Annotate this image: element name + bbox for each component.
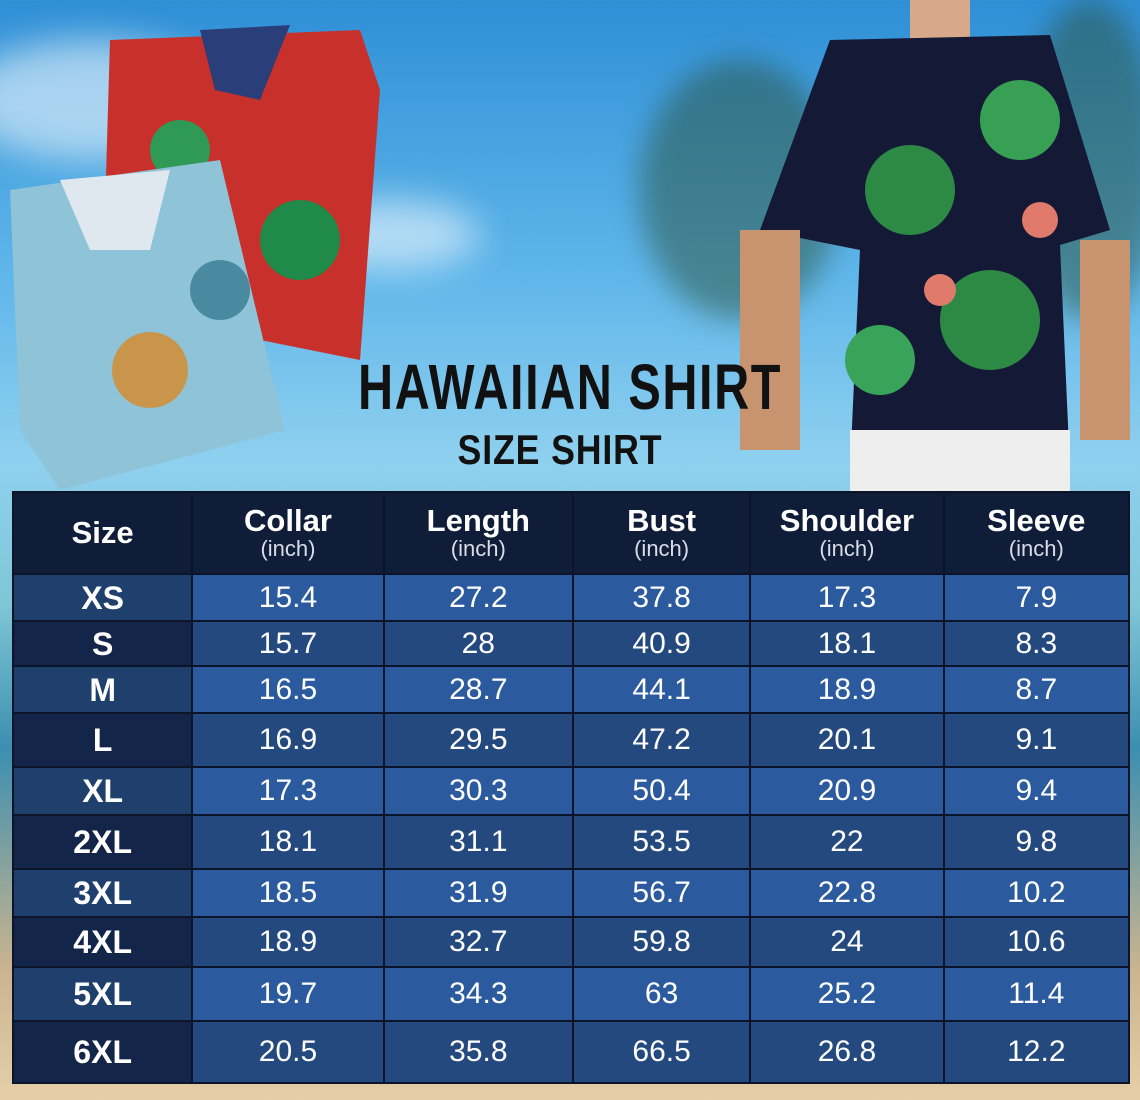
column-header-bust: Bust (inch) — [573, 493, 750, 573]
measurement-cell: 18.9 — [751, 667, 943, 712]
table-row: 3XL 18.5 31.9 56.7 22.8 10.2 — [14, 870, 1128, 916]
column-header-sleeve: Sleeve (inch) — [944, 493, 1128, 573]
measurement-cell: 53.5 — [573, 816, 750, 868]
measurement-cell: 9.8 — [944, 816, 1128, 868]
measurement-cell: 16.5 — [193, 667, 383, 712]
table-row: 6XL 20.5 35.8 66.5 26.8 12.2 — [14, 1022, 1128, 1082]
measurement-cell: 35.8 — [384, 1022, 572, 1082]
size-cell: S — [14, 622, 192, 665]
measurement-cell: 12.2 — [944, 1022, 1128, 1082]
column-header-size: Size — [14, 493, 192, 573]
column-header-unit: (inch) — [450, 536, 506, 561]
measurement-cell: 34.3 — [384, 968, 572, 1020]
measurement-cell: 22 — [751, 816, 943, 868]
size-cell: 6XL — [14, 1022, 192, 1082]
table-row: 5XL 19.7 34.3 63 25.2 11.4 — [14, 968, 1128, 1020]
column-header-label: Sleeve — [987, 503, 1086, 538]
measurement-cell: 20.1 — [751, 714, 943, 766]
size-cell: 3XL — [14, 870, 192, 916]
measurement-cell: 26.8 — [751, 1022, 943, 1082]
size-cell: XS — [14, 575, 192, 620]
table-row: XL 17.3 30.3 50.4 20.9 9.4 — [14, 768, 1128, 814]
measurement-cell: 32.7 — [384, 918, 572, 966]
measurement-cell: 31.9 — [384, 870, 572, 916]
measurement-cell: 28.7 — [384, 667, 572, 712]
measurement-cell: 44.1 — [573, 667, 750, 712]
model-shirt-image — [740, 0, 1130, 495]
measurement-cell: 18.1 — [751, 622, 943, 665]
measurement-cell: 37.8 — [573, 575, 750, 620]
measurement-cell: 29.5 — [384, 714, 572, 766]
size-cell: 5XL — [14, 968, 192, 1020]
table-row: S 15.7 28 40.9 18.1 8.3 — [14, 622, 1128, 665]
measurement-cell: 63 — [573, 968, 750, 1020]
size-cell: XL — [14, 768, 192, 814]
measurement-cell: 20.9 — [751, 768, 943, 814]
measurement-cell: 30.3 — [384, 768, 572, 814]
page-subtitle: SIZE SHIRT — [457, 426, 663, 473]
measurement-cell: 8.3 — [944, 622, 1128, 665]
measurement-cell: 18.1 — [193, 816, 383, 868]
measurement-cell: 9.4 — [944, 768, 1128, 814]
measurement-cell: 18.5 — [193, 870, 383, 916]
column-header-length: Length (inch) — [384, 493, 572, 573]
measurement-cell: 17.3 — [751, 575, 943, 620]
size-chart-table: Size Collar (inch) Length (inch) Bust (inch) Sh… — [12, 491, 1130, 1084]
table-row: L 16.9 29.5 47.2 20.1 9.1 — [14, 714, 1128, 766]
table-row: 2XL 18.1 31.1 53.5 22 9.8 — [14, 816, 1128, 868]
measurement-cell: 59.8 — [573, 918, 750, 966]
measurement-cell: 24 — [751, 918, 943, 966]
size-cell: L — [14, 714, 192, 766]
column-header-label: Bust — [627, 503, 697, 538]
measurement-cell: 19.7 — [193, 968, 383, 1020]
measurement-cell: 56.7 — [573, 870, 750, 916]
size-cell: M — [14, 667, 192, 712]
measurement-cell: 10.2 — [944, 870, 1128, 916]
column-header-collar: Collar (inch) — [193, 493, 383, 573]
measurement-cell: 10.6 — [944, 918, 1128, 966]
measurement-cell: 8.7 — [944, 667, 1128, 712]
measurement-cell: 18.9 — [193, 918, 383, 966]
measurement-cell: 9.1 — [944, 714, 1128, 766]
column-header-shoulder: Shoulder (inch) — [751, 493, 943, 573]
measurement-cell: 66.5 — [573, 1022, 750, 1082]
table-row: M 16.5 28.7 44.1 18.9 8.7 — [14, 667, 1128, 712]
table-header-row: Size Collar (inch) Length (inch) Bust (inch) Sh… — [14, 493, 1128, 573]
measurement-cell: 16.9 — [193, 714, 383, 766]
column-header-unit: (inch) — [1008, 536, 1064, 561]
measurement-cell: 25.2 — [751, 968, 943, 1020]
column-header-label: Size — [71, 515, 134, 550]
size-cell: 4XL — [14, 918, 192, 966]
measurement-cell: 40.9 — [573, 622, 750, 665]
column-header-unit: (inch) — [819, 536, 875, 561]
measurement-cell: 17.3 — [193, 768, 383, 814]
size-cell: 2XL — [14, 816, 192, 868]
measurement-cell: 20.5 — [193, 1022, 383, 1082]
measurement-cell: 22.8 — [751, 870, 943, 916]
column-header-label: Collar — [244, 503, 332, 538]
measurement-cell: 7.9 — [944, 575, 1128, 620]
column-header-label: Length — [426, 503, 530, 538]
measurement-cell: 31.1 — [384, 816, 572, 868]
measurement-cell: 28 — [384, 622, 572, 665]
page-title: HAWAIIAN SHIRT — [358, 351, 782, 423]
measurement-cell: 47.2 — [573, 714, 750, 766]
measurement-cell: 50.4 — [573, 768, 750, 814]
column-header-unit: (inch) — [634, 536, 690, 561]
measurement-cell: 15.4 — [193, 575, 383, 620]
column-header-unit: (inch) — [260, 536, 316, 561]
column-header-label: Shoulder — [779, 503, 915, 538]
measurement-cell: 15.7 — [193, 622, 383, 665]
folded-shirts-image — [10, 25, 380, 490]
measurement-cell: 27.2 — [384, 575, 572, 620]
table-row: 4XL 18.9 32.7 59.8 24 10.6 — [14, 918, 1128, 966]
measurement-cell: 11.4 — [944, 968, 1128, 1020]
table-row: XS 15.4 27.2 37.8 17.3 7.9 — [14, 575, 1128, 620]
